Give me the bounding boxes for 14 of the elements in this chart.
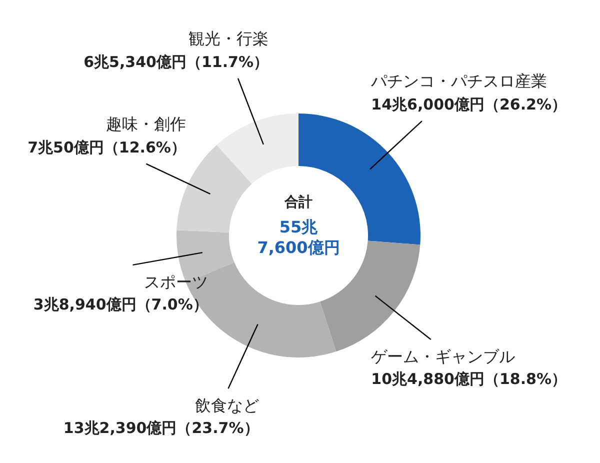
data-label: 7兆50億円（12.6%） [28,138,186,156]
data-label: 14兆6,000億円（26.2%） [371,96,566,114]
slice-label: パチンコ・パチスロ産業 [370,72,548,91]
data-label: 3兆8,940億円（7.0%） [33,295,208,314]
text: 55兆 7,600億円 [257,217,340,258]
data-label: 10兆4,880億円（18.8%） [371,370,566,388]
text: 合計 [284,194,312,211]
slice-label: ゲーム・ギャンブル [371,346,516,366]
slice-label: 観光・行楽 [188,28,268,48]
data-label: 13兆2,390億円（23.7%） [63,419,259,438]
slice-label: 趣味・創作 [106,114,186,134]
slice-label: 飲食など [194,396,259,415]
data-label: 6兆5,340億円（11.7%） [84,53,268,72]
slice-label: スポーツ [144,272,208,292]
